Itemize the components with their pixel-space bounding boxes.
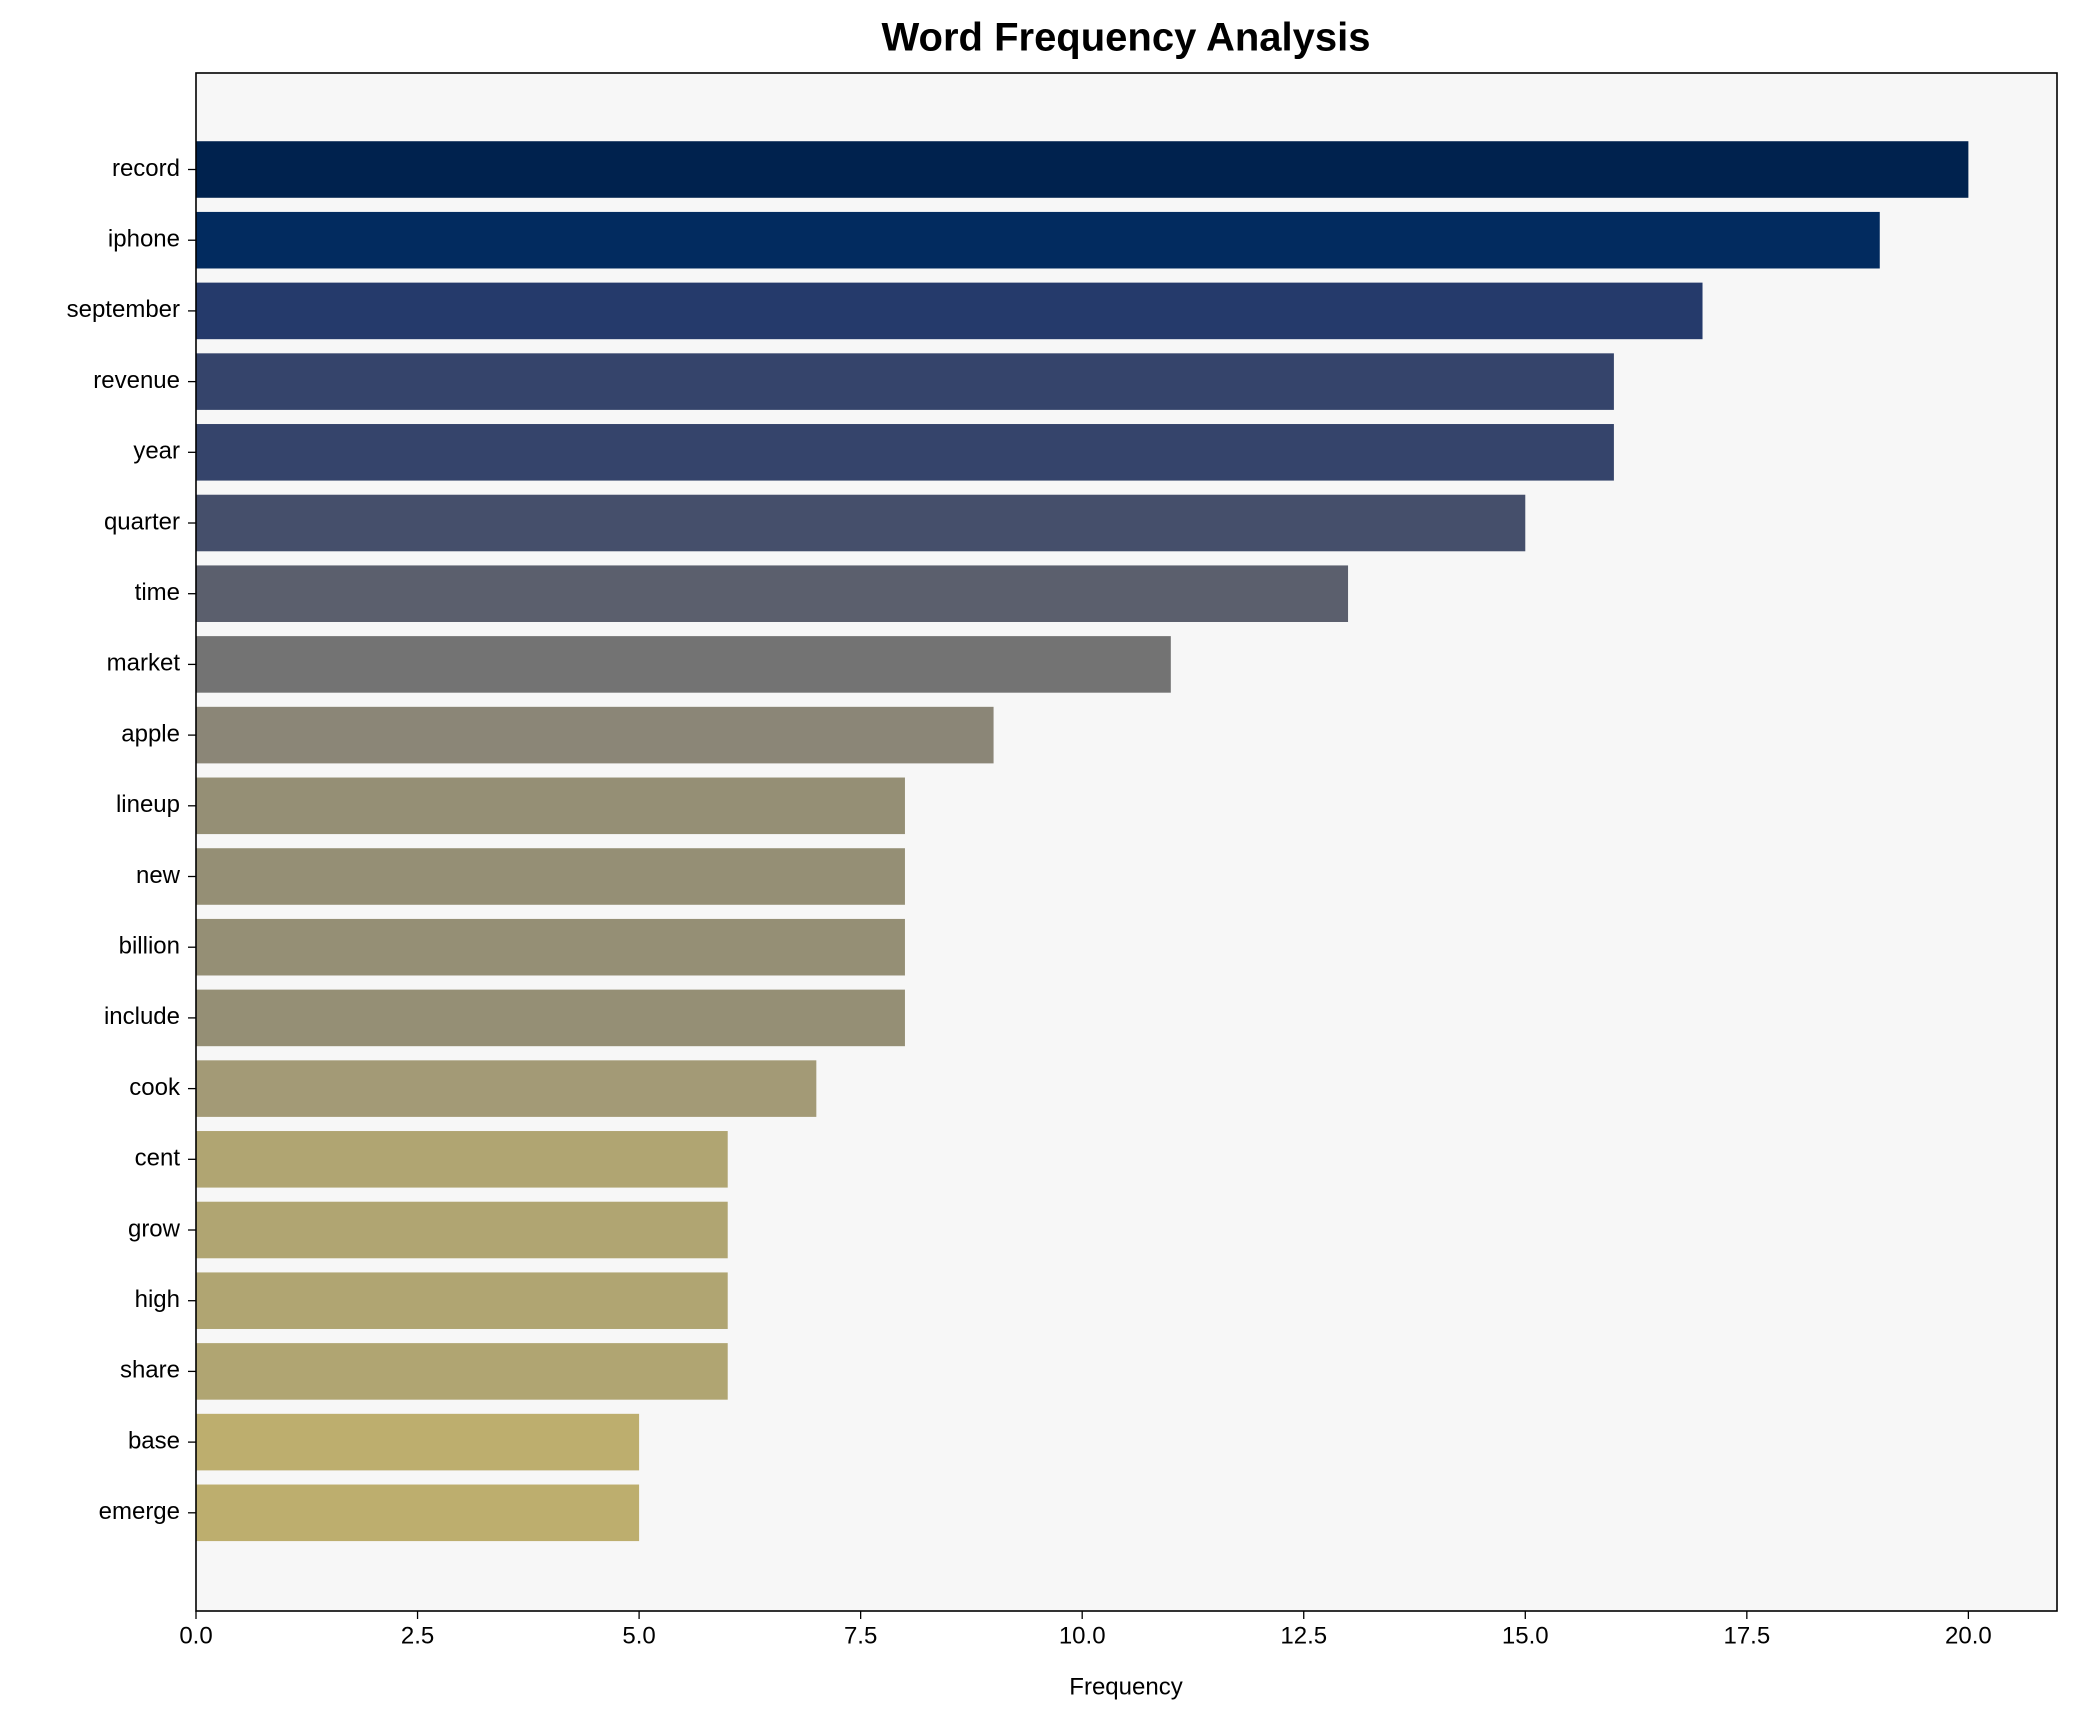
bar (196, 918, 905, 976)
bar (196, 565, 1349, 622)
x-tick-label: 0.0 (179, 1622, 212, 1649)
bar (196, 1060, 817, 1117)
bar (196, 1201, 728, 1259)
bar (196, 777, 905, 835)
y-tick-label: record (112, 155, 180, 182)
chart-title: Word Frequency Analysis (881, 16, 1370, 60)
bar (196, 353, 1614, 410)
y-tick-label: iphone (108, 226, 180, 253)
bar (196, 1131, 728, 1188)
x-tick-label: 20.0 (1945, 1622, 1992, 1649)
bar (196, 424, 1614, 481)
bar (196, 1343, 728, 1400)
bar (196, 1484, 640, 1542)
x-tick-label: 5.0 (622, 1622, 655, 1649)
y-tick-label: time (135, 579, 180, 606)
x-tick-label: 7.5 (844, 1622, 877, 1649)
bar (196, 989, 905, 1047)
y-tick-label: year (133, 438, 180, 465)
bar (196, 282, 1703, 340)
x-tick-label: 10.0 (1059, 1622, 1106, 1649)
bar (196, 211, 1880, 269)
y-tick-label: september (67, 296, 180, 323)
x-tick-label: 15.0 (1502, 1622, 1549, 1649)
x-tick-label: 12.5 (1280, 1622, 1327, 1649)
y-tick-label: grow (128, 1215, 181, 1242)
y-tick-label: revenue (93, 367, 180, 394)
y-tick-label: lineup (116, 791, 180, 818)
bar (196, 848, 905, 905)
y-tick-label: base (128, 1427, 180, 1454)
y-tick-label: cent (135, 1145, 181, 1172)
y-tick-label: high (135, 1286, 180, 1313)
x-tick-label: 17.5 (1723, 1622, 1770, 1649)
y-tick-label: market (107, 650, 181, 677)
bar (196, 141, 1969, 198)
y-tick-label: emerge (99, 1498, 180, 1525)
y-tick-label: quarter (104, 508, 180, 535)
bar (196, 1413, 640, 1471)
y-tick-label: share (120, 1357, 180, 1384)
bar (196, 706, 994, 764)
y-tick-label: apple (121, 720, 180, 747)
plot-frame (195, 72, 2058, 1612)
y-tick-label: new (136, 862, 181, 889)
y-tick-label: cook (129, 1074, 181, 1101)
bar (196, 494, 1526, 552)
x-tick-label: 2.5 (401, 1622, 434, 1649)
bar (196, 1272, 728, 1329)
bar (196, 636, 1171, 693)
y-tick-label: include (104, 1003, 180, 1030)
y-tick-label: billion (119, 933, 180, 960)
x-axis-label: Frequency (1069, 1673, 1182, 1700)
